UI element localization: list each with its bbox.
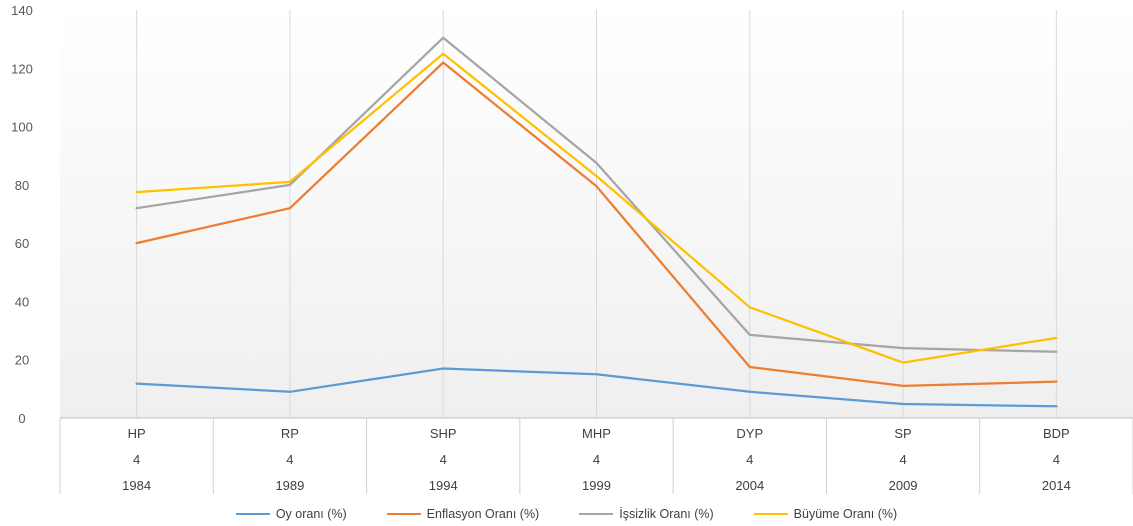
legend-swatch-issizlik bbox=[579, 513, 614, 515]
category-year-label: 1994 bbox=[429, 478, 458, 493]
legend: Oy oranı (%) Enflasyon Oranı (%) İşsizli… bbox=[0, 504, 1133, 524]
line-chart: 0 20 40 60 80 100 120 140 HP 4 1984 RP 4 1989 SHP 4 199… bbox=[11, 3, 1133, 494]
category-year-label: 2004 bbox=[735, 478, 764, 493]
series-line-oy-orani bbox=[135, 367, 1058, 408]
y-tick-label: 0 bbox=[18, 411, 25, 426]
legend-item-enflasyon: Enflasyon Oranı (%) bbox=[386, 507, 540, 521]
legend-label-buyume: Büyüme Oranı (%) bbox=[793, 507, 898, 521]
category-year-label: 2014 bbox=[1042, 478, 1071, 493]
category-party-label: MHP bbox=[582, 426, 611, 441]
series-line-issizlik-orani bbox=[135, 36, 1058, 353]
series-line-buyume-orani bbox=[135, 52, 1058, 364]
y-tick-label: 20 bbox=[15, 353, 29, 368]
legend-label-issizlik: İşsizlik Oranı (%) bbox=[619, 507, 714, 521]
category-number-label: 4 bbox=[746, 452, 753, 467]
category-number-label: 4 bbox=[899, 452, 906, 467]
category-party-label: HP bbox=[128, 426, 146, 441]
category-number-label: 4 bbox=[286, 452, 293, 467]
category-party-label: DYP bbox=[736, 426, 763, 441]
category-party-label: SP bbox=[894, 426, 911, 441]
category-party-label: SHP bbox=[430, 426, 457, 441]
category-year-label: 1984 bbox=[122, 478, 151, 493]
category-number-label: 4 bbox=[133, 452, 140, 467]
category-year-label: 1989 bbox=[275, 478, 304, 493]
legend-item-buyume: Büyüme Oranı (%) bbox=[753, 507, 898, 521]
legend-label-oy: Oy oranı (%) bbox=[275, 507, 347, 521]
category-year-label: 1999 bbox=[582, 478, 611, 493]
legend-swatch-buyume bbox=[753, 513, 788, 515]
category-number-label: 4 bbox=[1053, 452, 1060, 467]
y-axis: 0 20 40 60 80 100 120 140 bbox=[11, 3, 33, 426]
category-party-label: RP bbox=[281, 426, 299, 441]
category-number-label: 4 bbox=[593, 452, 600, 467]
grid-lines bbox=[136, 10, 1057, 418]
y-tick-label: 120 bbox=[11, 61, 33, 76]
y-tick-label: 40 bbox=[15, 294, 29, 309]
y-tick-label: 100 bbox=[11, 120, 33, 135]
x-axis-table: HP 4 1984 RP 4 1989 SHP 4 1994 MHP 4 1999 DYP 4 2004 SP… bbox=[59, 417, 1133, 494]
legend-swatch-oy bbox=[235, 513, 270, 515]
y-tick-label: 60 bbox=[15, 236, 29, 251]
category-year-label: 2009 bbox=[889, 478, 918, 493]
y-tick-label: 80 bbox=[15, 178, 29, 193]
series-line-enflasyon-orani bbox=[135, 61, 1058, 388]
legend-item-issizlik: İşsizlik Oranı (%) bbox=[579, 507, 714, 521]
y-tick-label: 140 bbox=[11, 3, 33, 18]
legend-label-enflasyon: Enflasyon Oranı (%) bbox=[426, 507, 540, 521]
legend-swatch-enflasyon bbox=[386, 513, 421, 515]
legend-item-oy: Oy oranı (%) bbox=[235, 507, 347, 521]
category-party-label: BDP bbox=[1043, 426, 1070, 441]
series-group bbox=[135, 36, 1058, 408]
category-number-label: 4 bbox=[440, 452, 447, 467]
